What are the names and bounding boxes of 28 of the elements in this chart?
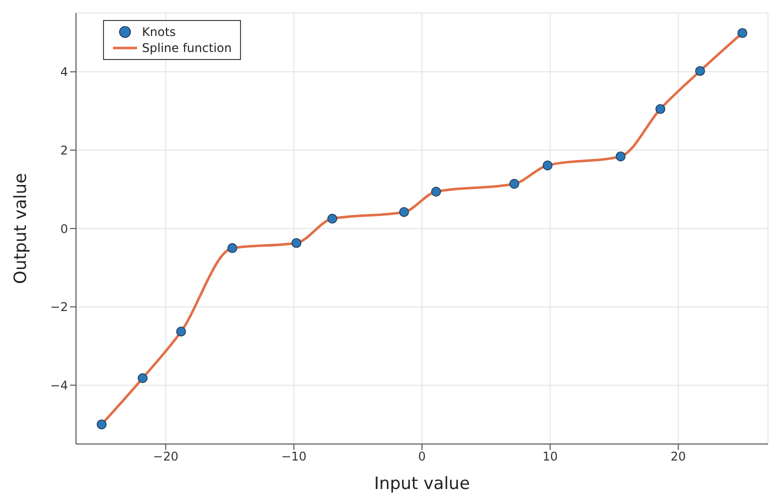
point (138, 373, 148, 384)
point (542, 160, 552, 170)
legend-label: Knots (142, 24, 176, 40)
point (327, 214, 338, 224)
point (399, 207, 409, 217)
x-tick-label: 10 (542, 450, 558, 464)
y-axis-title: Output value (11, 173, 32, 284)
point (227, 243, 238, 253)
point (509, 178, 520, 189)
x-tick-label: −10 (281, 450, 307, 464)
y-tick-label: 2 (60, 143, 68, 158)
y-tick-label: 4 (60, 65, 68, 80)
point (737, 28, 748, 38)
point (695, 66, 705, 76)
x-tick-label: 20 (670, 450, 686, 464)
x-axis-title: Input value (374, 474, 470, 494)
point (655, 104, 666, 114)
x-tick-label: 0 (418, 450, 426, 464)
point (96, 420, 107, 430)
point (292, 238, 302, 248)
y-tick-label: 0 (60, 222, 68, 236)
legend-label: Spline function (142, 40, 232, 56)
point (176, 326, 186, 336)
point (616, 152, 626, 162)
y-tick-label: −2 (50, 300, 68, 314)
y-tick-label: −4 (50, 378, 68, 392)
x-tick-label: −20 (153, 450, 178, 464)
point (431, 186, 442, 197)
